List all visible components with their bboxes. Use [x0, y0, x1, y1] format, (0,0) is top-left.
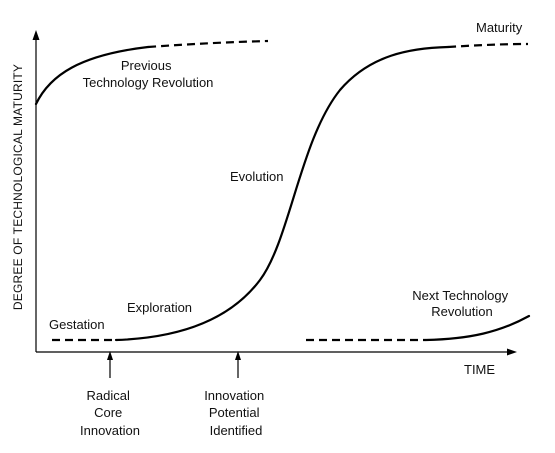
next-revolution-solid-segment [424, 314, 531, 342]
main-s-curve [52, 42, 529, 342]
x-axis-arrowhead [507, 348, 517, 356]
next-revolution-curve [306, 314, 531, 342]
y-axis-label: DEGREE OF TECHNOLOGICAL MATURITY [11, 64, 25, 310]
next-revolution-label-line-2: Revolution [431, 304, 492, 319]
maturity-label: Maturity [476, 20, 523, 35]
s-curve-solid-segment [114, 45, 450, 342]
y-axis-arrowhead [32, 30, 40, 40]
radical-core-innovation-label-line-1: Radical [87, 388, 130, 403]
next-revolution-label-line-1: Next Technology [412, 288, 508, 303]
previous-revolution-dashed-extension [147, 39, 269, 49]
innovation-potential-label-line-3: Identified [210, 423, 263, 438]
previous-revolution-solid-segment [34, 45, 150, 106]
radical-core-innovation-label-line-3: Innovation [80, 423, 140, 438]
innovation-potential-identified-marker: Innovation Potential Identified [204, 351, 268, 438]
axes [32, 30, 517, 356]
previous-revolution-label: Previous Technology Revolution [83, 58, 214, 90]
previous-revolution-curve [34, 39, 269, 106]
previous-revolution-label-line-2: Technology Revolution [83, 75, 214, 90]
radical-core-innovation-arrowhead [107, 351, 113, 360]
innovation-potential-identified-label: Innovation Potential Identified [204, 388, 268, 438]
innovation-potential-label-line-1: Innovation [204, 388, 264, 403]
radical-core-innovation-label: Radical Core Innovation [80, 388, 140, 438]
maturity-dashed-extension [447, 42, 529, 49]
innovation-potential-arrowhead [235, 351, 241, 360]
gestation-label: Gestation [49, 317, 105, 332]
x-axis-label: TIME [464, 362, 495, 377]
radical-core-innovation-label-line-2: Core [94, 405, 122, 420]
previous-revolution-label-line-1: Previous [121, 58, 172, 73]
innovation-potential-label-line-2: Potential [209, 405, 260, 420]
evolution-label: Evolution [230, 169, 283, 184]
exploration-label: Exploration [127, 300, 192, 315]
next-revolution-label: Next Technology Revolution [412, 288, 512, 319]
radical-core-innovation-marker: Radical Core Innovation [80, 351, 140, 438]
